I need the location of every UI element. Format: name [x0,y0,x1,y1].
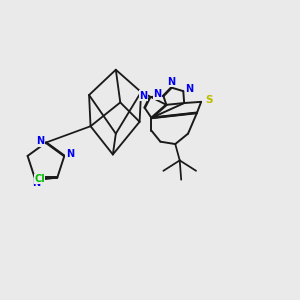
Text: N: N [167,76,175,87]
Text: N: N [153,89,161,99]
Text: N: N [37,136,45,146]
Text: N: N [185,84,193,94]
Text: S: S [205,95,212,105]
Text: N: N [32,178,40,188]
Text: N: N [140,91,148,100]
Text: N: N [66,149,74,159]
Text: Cl: Cl [34,174,45,184]
